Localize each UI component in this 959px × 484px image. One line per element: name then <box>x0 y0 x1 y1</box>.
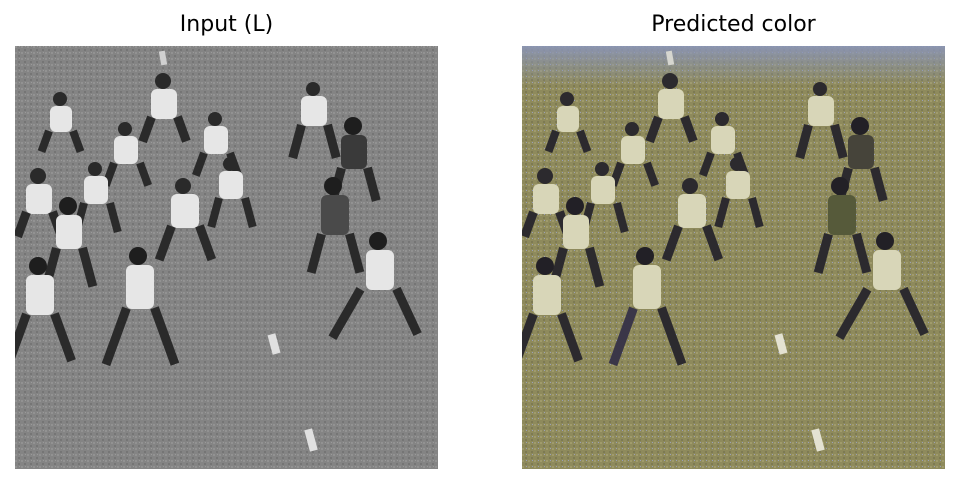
input-panel: Input (L) <box>15 0 438 484</box>
predicted-photo-svg <box>522 46 945 469</box>
input-photo-svg <box>15 46 438 469</box>
input-panel-title: Input (L) <box>179 12 274 37</box>
predicted-panel: Predicted color <box>522 0 945 484</box>
predicted-color-image <box>522 46 945 469</box>
input-grayscale-image <box>15 46 438 469</box>
predicted-panel-title: Predicted color <box>651 12 816 37</box>
